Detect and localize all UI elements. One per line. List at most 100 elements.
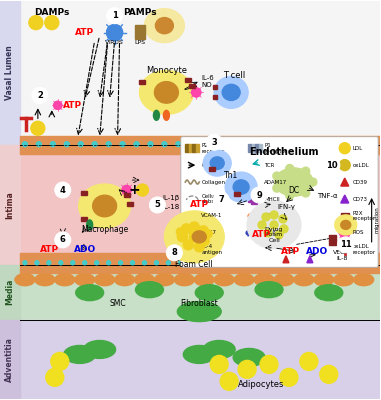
Ellipse shape [225,172,257,202]
Circle shape [226,261,230,265]
Circle shape [47,261,51,265]
Circle shape [274,142,279,147]
Ellipse shape [341,220,351,229]
Text: ATP: ATP [63,101,82,110]
Text: 2: 2 [37,91,43,100]
Ellipse shape [254,274,274,286]
Ellipse shape [84,340,115,358]
Circle shape [259,142,264,147]
Ellipse shape [192,231,206,243]
Circle shape [334,261,338,265]
Bar [20,136,379,154]
Circle shape [322,261,326,265]
Bar [209,167,215,171]
Circle shape [204,230,212,238]
Ellipse shape [163,110,170,120]
Circle shape [94,261,99,265]
Text: 4: 4 [60,186,66,194]
FancyBboxPatch shape [184,228,197,237]
Text: CD73: CD73 [353,196,368,202]
Circle shape [280,368,298,386]
Text: 6: 6 [60,235,66,244]
Ellipse shape [136,282,163,298]
Circle shape [190,142,195,147]
Circle shape [107,25,123,40]
Circle shape [54,101,62,109]
Ellipse shape [139,70,193,114]
Circle shape [273,172,281,180]
Circle shape [202,261,206,265]
Circle shape [329,142,334,147]
Circle shape [238,261,242,265]
Text: NO: NO [201,82,212,88]
Text: CD62L: CD62L [201,163,219,168]
Circle shape [301,142,306,147]
Ellipse shape [64,346,96,364]
Text: Foam Cell: Foam Cell [176,260,213,269]
Text: IL-6: IL-6 [201,76,214,82]
Text: P1
receptor: P1 receptor [264,143,287,154]
Text: Cellular
debris: Cellular debris [201,194,222,204]
Circle shape [320,365,338,383]
Circle shape [270,221,278,229]
Circle shape [340,228,350,238]
Circle shape [166,261,170,265]
Circle shape [270,211,278,219]
Bar [251,201,257,204]
Circle shape [32,88,48,103]
Ellipse shape [315,285,343,301]
Circle shape [246,142,251,147]
Circle shape [206,134,222,150]
Polygon shape [283,256,289,263]
Text: TNF-α: TNF-α [317,193,338,199]
Text: DAMPs: DAMPs [34,8,69,17]
Text: Dying
Foam
Cell: Dying Foam Cell [265,226,283,243]
Bar [0,265,379,320]
Bar [248,196,260,202]
Circle shape [309,178,317,186]
Circle shape [238,360,256,378]
Ellipse shape [214,274,234,286]
Circle shape [177,232,187,242]
Circle shape [274,261,278,265]
Ellipse shape [203,340,235,358]
Bar [0,1,379,145]
Ellipse shape [314,274,334,286]
Bar [0,265,20,320]
Text: IL-18: IL-18 [162,204,180,210]
Bar [329,235,336,240]
Text: 11: 11 [340,240,352,249]
Circle shape [136,184,149,196]
Ellipse shape [222,84,240,100]
Circle shape [302,189,310,197]
Circle shape [287,142,293,147]
Bar [124,194,130,198]
Text: ATP: ATP [190,200,209,210]
Circle shape [106,142,111,147]
Text: 5: 5 [154,200,160,210]
Bar [192,144,196,152]
Text: LDL: LDL [353,146,363,151]
Ellipse shape [134,274,154,286]
Bar [0,145,20,265]
Text: LPS: LPS [134,40,145,45]
Bar [0,1,20,145]
Ellipse shape [233,180,249,194]
Text: ATP: ATP [75,28,94,37]
Bar [196,144,199,152]
Ellipse shape [154,110,159,120]
Circle shape [246,180,250,184]
Circle shape [178,261,182,265]
Circle shape [22,142,27,147]
Text: VCAM-1: VCAM-1 [201,214,223,218]
Ellipse shape [275,168,313,196]
Text: VL-4
antigen: VL-4 antigen [201,244,222,255]
Circle shape [36,142,42,147]
Circle shape [214,261,218,265]
Text: CD27: CD27 [201,230,216,235]
Circle shape [181,224,191,234]
Circle shape [107,261,110,265]
Text: Intima: Intima [5,191,14,219]
Ellipse shape [15,274,35,286]
Circle shape [149,197,165,213]
